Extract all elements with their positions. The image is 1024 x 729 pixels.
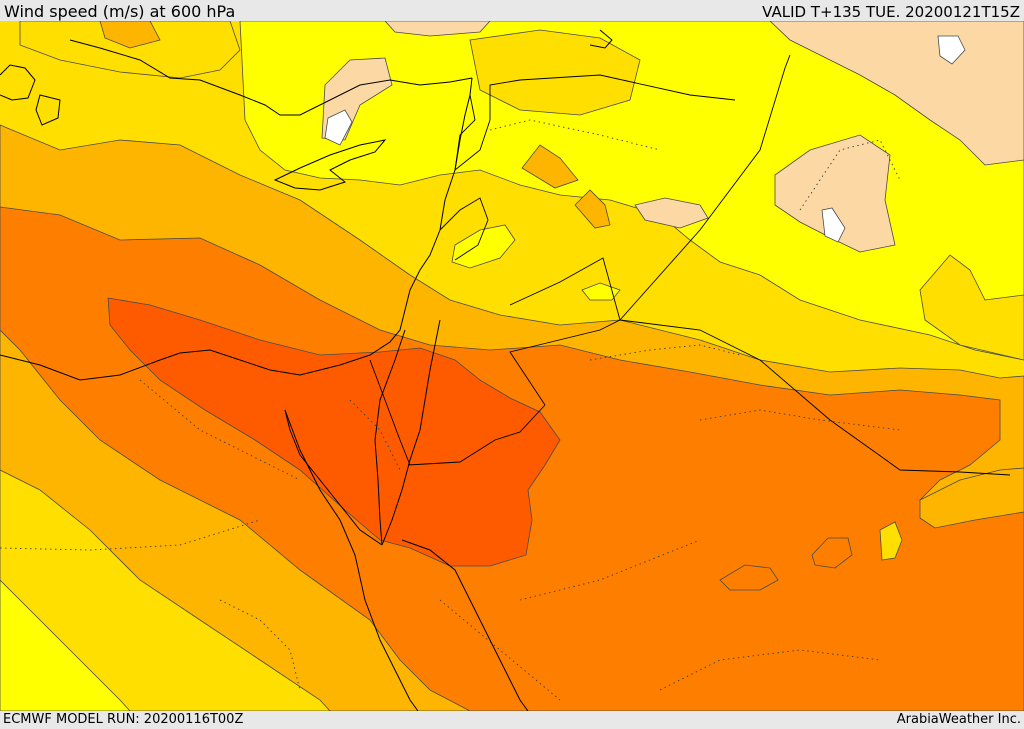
band-5-10-syria: [634, 197, 709, 229]
band-15-20-islet: [879, 521, 903, 561]
band-0-5: [821, 207, 846, 243]
band-5-10-top: [384, 21, 491, 37]
map-header: Wind speed (m/s) at 600 hPa VALID T+135 …: [0, 0, 1024, 21]
wind-speed-map: [0, 21, 1024, 711]
band-10-15-north: [239, 21, 1024, 361]
band-20-25-patch: [521, 144, 579, 189]
band-20-25-patch: [99, 21, 161, 49]
band-10-15-sw: [0, 579, 131, 711]
model-run: ECMWF MODEL RUN: 20200116T00Z: [3, 712, 244, 727]
band-5-10-east: [774, 134, 896, 253]
band-0-5: [324, 109, 353, 146]
dotted-contours: [0, 119, 901, 701]
valid-time: VALID T+135 TUE. 20200121T15Z: [762, 3, 1020, 21]
band-25-30-cell: [719, 564, 779, 591]
band-30-35: [107, 297, 561, 567]
band-15-20-patch: [919, 254, 1024, 361]
band-20-25-patch: [574, 189, 611, 229]
band-10-15-islet: [581, 282, 621, 301]
band-15-20-sw: [0, 469, 331, 711]
band-25-30-cell: [811, 537, 853, 569]
band-15-20-patch: [19, 21, 241, 79]
band-15-20-patch: [469, 29, 641, 116]
band-5-10-ne: [769, 21, 1024, 166]
political-borders: [369, 54, 1011, 476]
credit: ArabiaWeather Inc.: [896, 712, 1021, 727]
coastlines: [0, 29, 613, 711]
map-footer: ECMWF MODEL RUN: 20200116T00Z ArabiaWeat…: [0, 711, 1024, 729]
band-20-25-lobe: [919, 467, 1024, 529]
band-0-5: [937, 35, 966, 65]
map-title: Wind speed (m/s) at 600 hPa: [4, 2, 236, 21]
